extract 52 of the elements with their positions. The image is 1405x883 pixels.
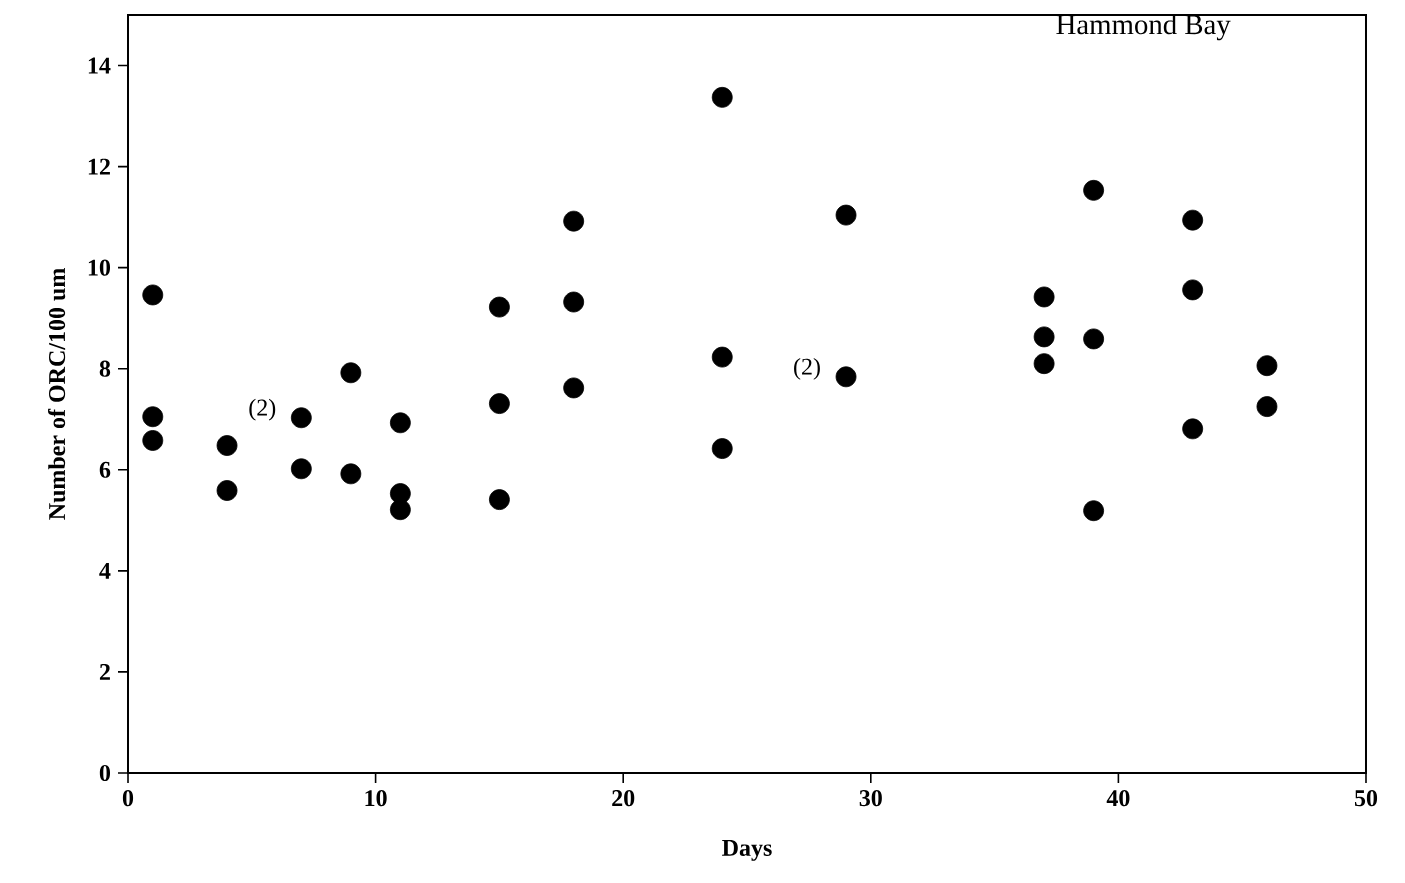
point [563,210,585,232]
point [142,430,164,451]
point [711,438,733,459]
y-tick-label: 6 [99,461,111,478]
point [1033,353,1055,375]
point [142,406,164,428]
point [1182,418,1204,440]
y-tick-label: 12 [88,158,110,175]
point [489,296,510,318]
x-axis-title: Days [722,839,772,861]
x-tick-label: 50 [1354,790,1378,807]
y-tick-label: 4 [99,562,111,579]
point [1182,279,1204,301]
point [489,489,510,510]
point [711,346,733,368]
point [389,412,411,434]
chart-title: Hammond Bay [1056,14,1231,41]
point [1182,209,1204,231]
point [1033,326,1055,348]
point [563,377,585,399]
point [1256,396,1278,418]
x-tick-label: 0 [122,790,134,807]
point [489,393,510,414]
point [835,204,857,226]
point [1256,355,1278,377]
annotation: (2) [249,398,276,421]
x-tick-label: 10 [365,790,387,807]
x-tick-label: 30 [859,790,882,807]
point [340,463,362,485]
point [563,291,585,313]
y-tick-label: 10 [88,259,111,276]
annotation: (2) [794,357,820,380]
point [216,435,238,456]
point [1083,328,1105,350]
x-tick-label: 20 [612,790,635,807]
y-tick-label: 14 [88,57,111,74]
y-tick-label: 2 [99,663,110,680]
point [389,499,411,521]
point [290,407,312,429]
point [340,362,362,384]
point [835,366,857,388]
point [711,86,733,108]
point [1033,286,1055,308]
y-axis-title: Number of ORC/100 um [48,268,66,520]
y-tick-label: 8 [99,360,111,377]
point [142,284,164,306]
point [216,480,238,501]
point [1083,179,1105,201]
y-tick-label: 0 [99,764,111,782]
point [290,458,312,480]
point [1083,500,1105,522]
x-tick-label: 40 [1106,790,1130,807]
